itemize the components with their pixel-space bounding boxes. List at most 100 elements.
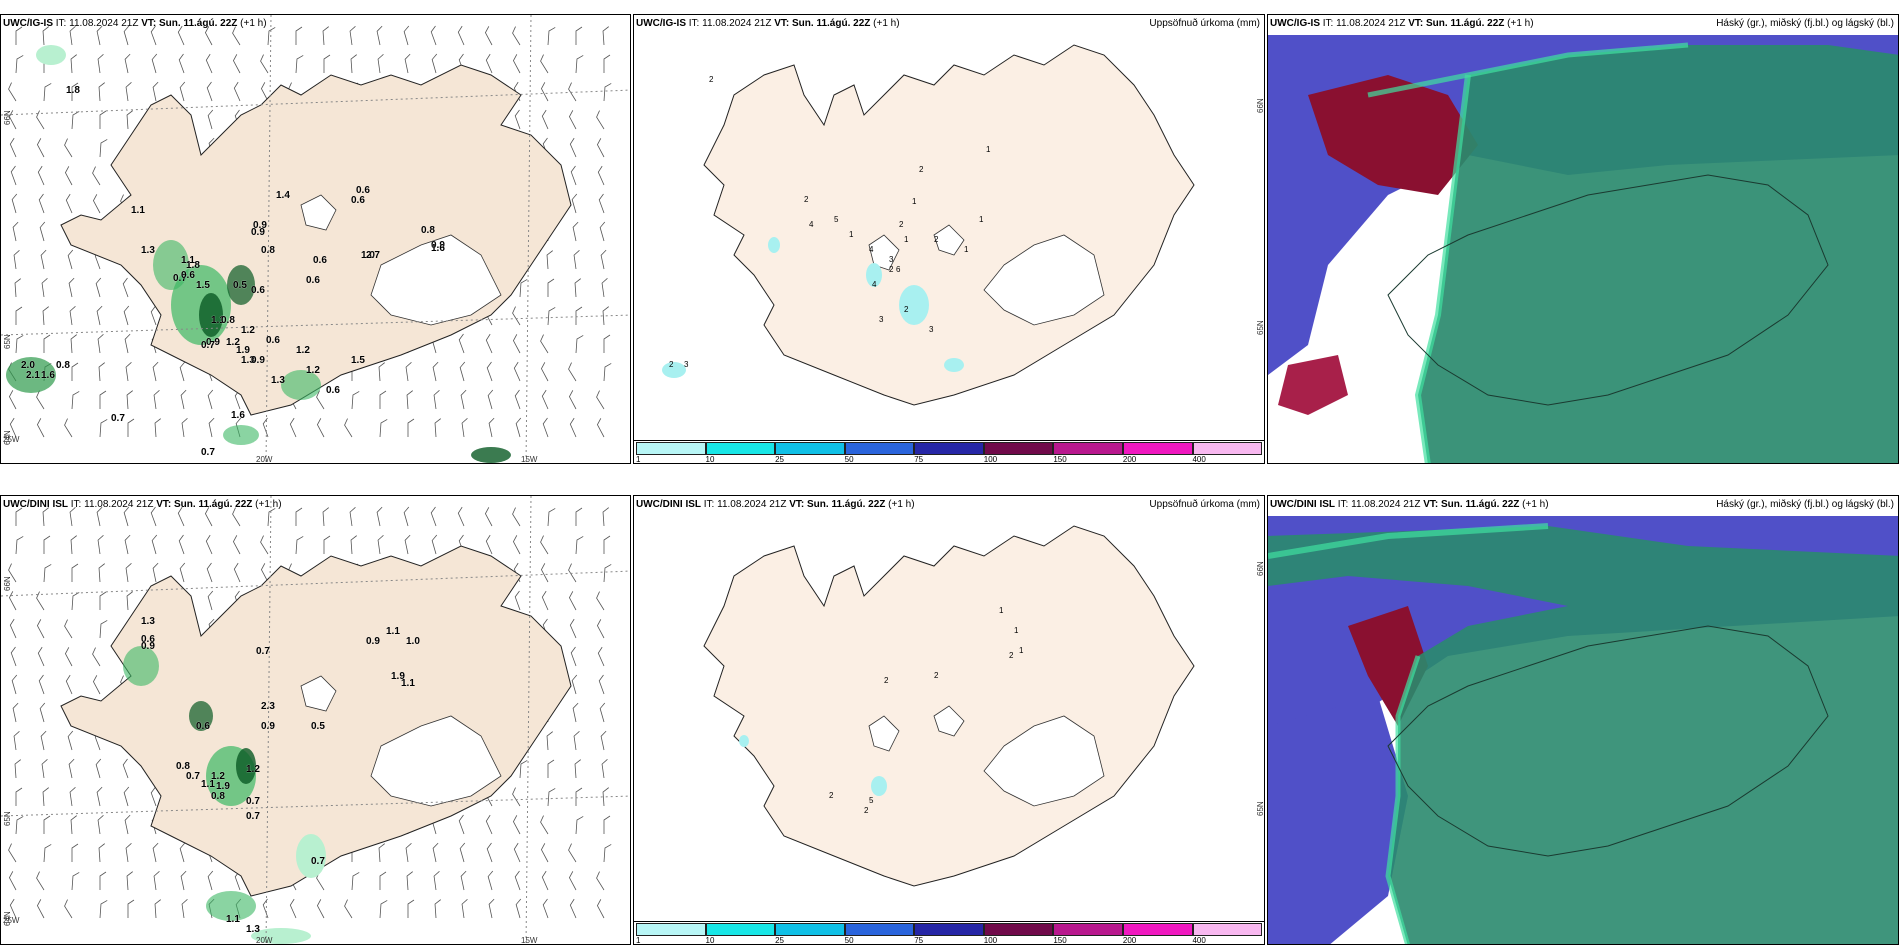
wind-barb [349,26,356,46]
wind-barb [71,391,80,410]
wind-barb [547,759,555,778]
wind-barb [39,702,46,723]
wind-barb [42,787,49,807]
colorbar-tick-label: 400 [1192,455,1206,464]
wind-barb [36,899,45,919]
wind-barb [37,646,45,667]
precip-value-label: 1.2 [246,764,260,775]
lon-label: 20W [256,936,273,945]
wind-barb [14,759,21,779]
precip-value-label: 0.9 [251,355,265,366]
wind-barb [289,898,297,919]
wind-barb [603,334,611,353]
wind-barb [125,563,132,583]
precip-value-label: 0.6 [181,270,195,281]
wind-barb [233,562,241,583]
wind-barb [69,787,76,807]
precip-value-label: 0.6 [266,335,280,346]
precip-value-label: 0.7 [186,771,200,782]
vt-value: Sun. 11.ágú. 22Z [792,18,871,29]
wind-barb [39,221,46,242]
wind-barb [575,816,584,835]
wind-barb [405,843,412,863]
colorbar-segments [636,442,1263,455]
wind-barb [13,731,20,751]
high-cloud-edge [1367,42,1689,98]
wind-barb [43,815,51,834]
wind-barb [379,871,387,890]
colorbar-segment [775,923,845,936]
wind-barb [99,591,107,610]
wind-barb [207,389,214,410]
wind-barb [15,787,23,806]
precip-value-label: 1.2 [241,325,255,336]
wind-barb [349,507,356,527]
vt-value: Sun. 11.ágú. 22Z [807,499,886,510]
wind-barb [13,250,20,270]
wind-barb [404,534,411,555]
wind-barb [69,306,76,326]
wind-barb [15,26,23,45]
mid-cloud-area [1268,696,1408,944]
precip-value-label: 0.9 [253,220,267,231]
wind-barb [575,306,583,325]
wind-barb [602,26,609,46]
precip-point-label: 2 [934,235,939,244]
precip-point-label: 4 [869,245,874,254]
wind-barb [568,390,577,410]
glacier-vatnajokull [983,715,1105,807]
wind-barb [573,250,580,270]
wind-barb [484,26,493,46]
wind-barb [540,843,549,863]
wind-barb [540,334,549,354]
model-name: UWC/IG-IS [3,18,53,29]
wind-barb [597,646,605,667]
wind-barb [98,362,105,382]
wind-barb [568,843,577,863]
wind-barb [43,334,51,353]
precip-point-label: 6 [896,265,901,274]
wind-barb [150,25,157,46]
precip-point-label: 2 [829,791,834,800]
wind-barb [377,54,384,74]
precip-colorbar: 1 10 25 50 75 100 150 200 400 [634,440,1264,463]
wind-barb [92,647,101,667]
precip-point-label: 2 [919,165,924,174]
wind-barb [150,506,157,527]
it-label: IT: [688,18,700,29]
wind-barb [596,591,605,611]
wind-barb [461,418,468,438]
wind-barb [403,25,410,46]
wind-barb [96,25,103,46]
wind-barb [432,842,439,863]
wind-barb [485,53,493,74]
wind-barb [512,306,521,326]
wind-barb [232,54,241,74]
wind-barb [323,535,331,554]
wind-barb [596,418,605,438]
precip-value-label: 1.3 [246,924,260,935]
precip-point-label: 2 [709,75,714,84]
wind-barb [8,390,17,410]
precip-value-label: 0.8 [56,360,70,371]
colorbar-segment [914,923,984,936]
wind-barb [350,54,357,74]
wind-barb [15,335,24,354]
precip-value-label: 2.3 [261,701,275,712]
wind-barb [434,418,441,438]
colorbar-tick-label: 50 [844,936,854,945]
wind-barb [125,843,132,863]
wind-barb [124,814,131,835]
colorbar-segment [914,442,984,455]
wind-barb [431,53,438,74]
precip-value-label: 2.7 [366,250,380,261]
wind-barb [515,898,522,919]
wind-barb [64,138,73,158]
wind-barb [208,417,215,438]
wind-barb [98,843,105,863]
wind-barb [69,507,76,527]
wind-barb [514,389,521,410]
wind-barb [178,53,185,74]
wind-barb [519,760,528,779]
precip-point-label: 4 [809,220,814,229]
